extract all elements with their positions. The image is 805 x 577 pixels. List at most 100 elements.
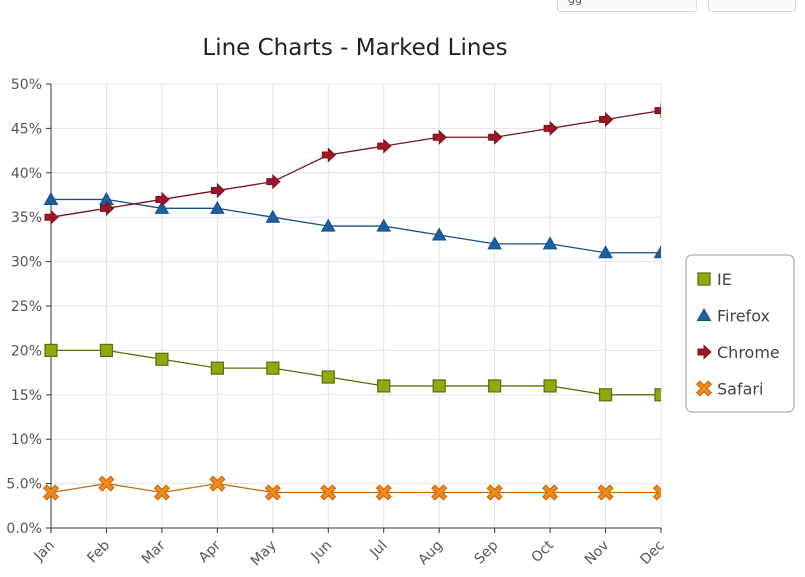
chrome-point <box>266 174 281 190</box>
safari-point <box>153 484 170 501</box>
ie-point <box>432 379 446 393</box>
firefox-point <box>320 218 336 232</box>
x-marker-fill <box>377 485 391 500</box>
chart-title: Line Charts - Marked Lines <box>202 35 507 61</box>
firefox-point <box>376 218 392 232</box>
firefox-point <box>265 209 281 223</box>
x-tick-label: Aug <box>415 538 446 569</box>
y-tick-label: 20% <box>11 343 42 359</box>
y-tick-label: 35% <box>11 210 42 226</box>
series-line-safari <box>50 482 661 494</box>
y-tick-label: 10% <box>11 432 42 448</box>
series-line-chrome <box>50 109 661 218</box>
x-tick-label: Dec <box>637 538 667 568</box>
safari-point <box>597 484 614 501</box>
x-tick-label: Sep <box>471 537 501 567</box>
safari-point <box>375 484 392 501</box>
x-marker-fill <box>44 485 58 500</box>
x-tick-label: Feb <box>84 537 113 566</box>
chrome-point <box>599 111 614 128</box>
safari-point <box>431 484 448 501</box>
ie-point <box>377 379 391 393</box>
x-marker-fill <box>488 485 502 500</box>
ie-point <box>266 361 280 375</box>
chrome-point <box>654 102 661 119</box>
x-axis-ticks: Jan Feb Mar Apr May Jun Jul Aug Sep Oct Nov Dec <box>31 528 668 569</box>
x-marker-fill <box>654 490 661 500</box>
toolbar-button-1[interactable]: gg <box>557 0 697 12</box>
chrome-point <box>543 120 558 137</box>
chrome-point <box>321 147 337 163</box>
firefox-point <box>154 200 170 214</box>
plot-area <box>42 102 661 501</box>
chrome-point <box>210 182 226 199</box>
firefox-point <box>43 191 59 205</box>
x-marker-fill <box>543 485 557 500</box>
grid <box>51 83 662 528</box>
firefox-point <box>542 236 558 250</box>
x-marker-fill <box>654 485 661 495</box>
firefox-point <box>598 245 613 259</box>
legend: IE Firefox Chrome Safari <box>685 254 795 413</box>
chrome-point <box>99 200 115 216</box>
chrome-point <box>44 209 59 225</box>
x-tick-label: Mar <box>139 537 169 567</box>
ie-point <box>321 370 335 384</box>
x-marker-fill <box>266 485 280 500</box>
legend-label-chrome: Chrome <box>717 343 780 362</box>
safari-point <box>42 484 60 501</box>
ie-point <box>488 379 502 393</box>
firefox-point <box>431 227 447 241</box>
y-tick-label: 5.0% <box>6 477 42 493</box>
safari-point <box>542 484 559 501</box>
x-tick-label: Jun <box>308 538 335 565</box>
safari-point <box>98 475 115 492</box>
safari-point <box>486 484 503 501</box>
safari-point <box>652 484 661 501</box>
chrome-point <box>155 191 170 208</box>
legend-label-safari: Safari <box>717 380 763 399</box>
x-marker-fill <box>210 477 224 491</box>
y-tick-label: 50% <box>11 77 42 93</box>
ie-point <box>99 343 114 357</box>
chrome-point <box>488 129 503 145</box>
series-line-firefox <box>51 198 661 254</box>
ie-point <box>543 379 557 393</box>
x-marker-fill <box>697 381 711 396</box>
legend-marker-safari <box>695 380 713 397</box>
x-marker-fill <box>321 485 335 500</box>
ie-point <box>654 388 661 402</box>
toolbar-button-1-label: gg <box>558 0 696 8</box>
legend-label-ie: IE <box>717 270 732 289</box>
ie-point <box>155 352 169 366</box>
y-tick-label: 15% <box>11 388 42 404</box>
firefox-point <box>210 200 225 214</box>
x-marker-fill <box>432 485 446 500</box>
chrome-point <box>377 138 392 154</box>
x-tick-label: Jan <box>31 538 58 565</box>
y-tick-label: 30% <box>11 255 42 271</box>
toolbar-button-2[interactable] <box>708 0 796 12</box>
safari-point <box>320 484 337 501</box>
y-tick-label: 40% <box>11 166 42 182</box>
y-axis-ticks: 0.0% 5.0% 10% 15% 20% 25% 30% 35% 40% 45% 50% <box>6 77 51 537</box>
x-tick-label: Jul <box>367 538 391 562</box>
legend-marker-ie <box>697 272 711 286</box>
x-tick-label: Nov <box>582 538 613 569</box>
ie-point <box>598 388 613 402</box>
ie-point <box>44 343 58 357</box>
x-marker-fill <box>599 485 613 500</box>
y-tick-label: 0.0% <box>6 521 42 537</box>
ie-point <box>210 361 224 375</box>
x-tick-label: May <box>248 538 280 570</box>
x-marker-fill <box>155 485 169 500</box>
legend-label-firefox: Firefox <box>717 307 770 326</box>
legend-marker-chrome <box>697 344 712 360</box>
x-tick-label: Apr <box>196 537 225 566</box>
legend-box <box>685 254 795 413</box>
safari-point <box>209 475 226 492</box>
safari-point <box>264 484 281 501</box>
y-tick-label: 25% <box>11 299 42 315</box>
x-marker-fill <box>99 477 113 491</box>
